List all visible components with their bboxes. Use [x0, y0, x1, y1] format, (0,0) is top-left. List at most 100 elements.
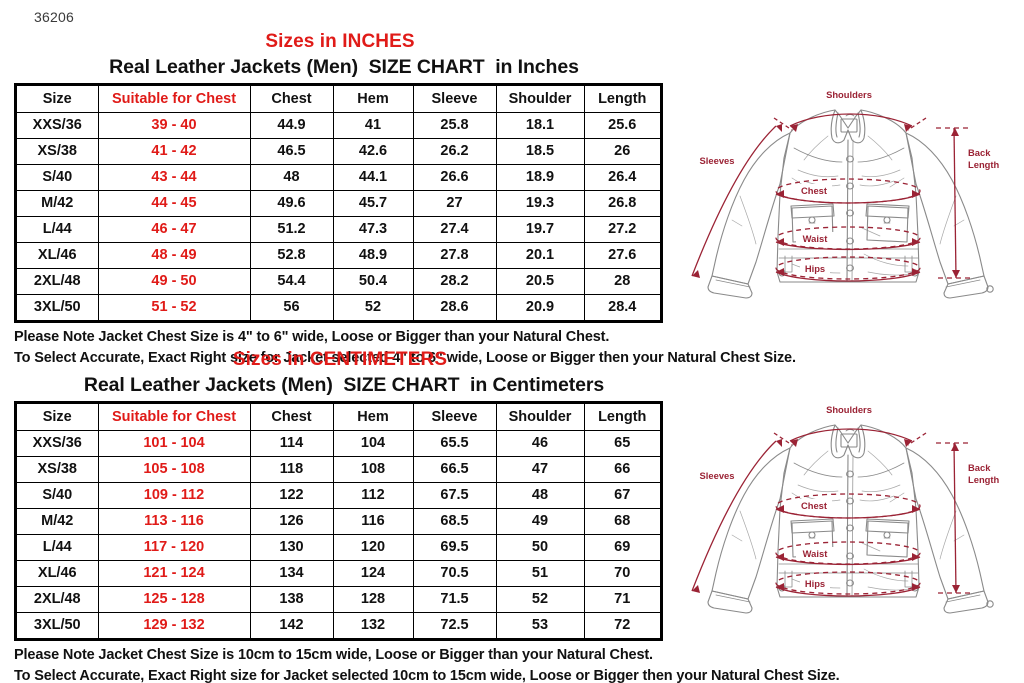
label-chest: Chest — [801, 500, 827, 511]
cell-value: 26 — [583, 138, 660, 165]
section-title-inches-red: Sizes in INCHES — [265, 31, 415, 52]
table-row: 2XL/48 49 - 50 54.4 50.4 28.2 20.5 28 — [17, 268, 660, 295]
cell-value: 20.9 — [495, 294, 585, 320]
cell-size: XXS/36 — [17, 112, 99, 139]
label-shoulders: Shoulders — [826, 89, 872, 100]
cell-value: 28.2 — [412, 268, 497, 295]
cell-value: 56 — [249, 294, 334, 320]
cell-value: 27.4 — [412, 216, 497, 243]
cell-value: 122 — [249, 482, 334, 509]
note-line-1: Please Note Jacket Chest Size is 10cm to… — [14, 647, 653, 663]
cell-value: 109 - 112 — [97, 482, 251, 509]
cell-size: 3XL/50 — [17, 294, 99, 320]
notes-inches: Please Note Jacket Chest Size is 4" to 6… — [14, 327, 1014, 369]
cell-value: 48 — [495, 482, 585, 509]
size-chart-table-inches: Size Suitable for Chest Chest Hem Sleeve… — [17, 86, 660, 320]
jacket-measurement-diagram-centimeters: Shoulders Sleeves Chest Waist Hips Back … — [672, 401, 1024, 616]
measurement-labels: Shoulders Sleeves Chest Waist Hips Back … — [694, 88, 1012, 275]
table-row: XL/46 48 - 49 52.8 48.9 27.8 20.1 27.6 — [17, 242, 660, 269]
cell-size: 2XL/48 — [17, 586, 99, 613]
cell-value: 71.5 — [412, 586, 497, 613]
column-header-suitable-for-chest: Suitable for Chest — [97, 404, 251, 431]
cell-value: 124 — [332, 560, 414, 587]
cell-value: 132 — [332, 612, 414, 638]
cell-value: 52 — [495, 586, 585, 613]
column-header-size: Size — [17, 404, 99, 431]
table-row: L/44 46 - 47 51.2 47.3 27.4 19.7 27.2 — [17, 216, 660, 243]
cell-value: 26.4 — [583, 164, 660, 191]
cell-value: 67 — [583, 482, 660, 509]
cell-value: 48.9 — [332, 242, 414, 269]
cell-value: 128 — [332, 586, 414, 613]
cell-value: 27.8 — [412, 242, 497, 269]
cell-value: 18.5 — [495, 138, 585, 165]
cell-value: 120 — [332, 534, 414, 561]
table-row: XXS/36 101 - 104 114 104 65.5 46 65 — [17, 430, 660, 457]
table-row: 3XL/50 51 - 52 56 52 28.6 20.9 28.4 — [17, 294, 660, 320]
cell-value: 65 — [583, 430, 660, 457]
document-code: 36206 — [34, 9, 74, 25]
column-header-size: Size — [17, 86, 99, 113]
column-header-sleeve: Sleeve — [412, 86, 497, 113]
cell-value: 69.5 — [412, 534, 497, 561]
cell-value: 68.5 — [412, 508, 497, 535]
cell-value: 126 — [249, 508, 334, 535]
cell-value: 121 - 124 — [97, 560, 251, 587]
cell-value: 51 - 52 — [97, 294, 251, 320]
cell-value: 71 — [583, 586, 660, 613]
cell-value: 19.3 — [495, 190, 585, 217]
table-row: 2XL/48 125 - 128 138 128 71.5 52 71 — [17, 586, 660, 613]
cell-size: L/44 — [17, 216, 99, 243]
cell-value: 26.6 — [412, 164, 497, 191]
cell-value: 52.8 — [249, 242, 334, 269]
cell-value: 47.3 — [332, 216, 414, 243]
back-length-measure-line — [953, 442, 957, 594]
cell-value: 18.9 — [495, 164, 585, 191]
cell-size: XS/38 — [17, 456, 99, 483]
cell-value: 67.5 — [412, 482, 497, 509]
cell-value: 134 — [249, 560, 334, 587]
cell-value: 114 — [249, 430, 334, 457]
cell-value: 27.6 — [583, 242, 660, 269]
cell-value: 51 — [495, 560, 585, 587]
cell-value: 25.8 — [412, 112, 497, 139]
cell-value: 26.2 — [412, 138, 497, 165]
label-back-length-line2: Length — [968, 474, 1000, 485]
cell-value: 44.1 — [332, 164, 414, 191]
cell-value: 50 — [495, 534, 585, 561]
label-back-length-line2: Length — [968, 159, 1000, 170]
cell-value: 27.2 — [583, 216, 660, 243]
table-row: XXS/36 39 - 40 44.9 41 25.8 18.1 25.6 — [17, 112, 660, 139]
shoulders-measure-line — [789, 428, 913, 442]
cell-value: 129 - 132 — [97, 612, 251, 638]
section-centimeters: Sizes in CENTIMETERS Real Leather Jacket… — [0, 348, 840, 683]
cell-value: 113 - 116 — [97, 508, 251, 535]
sleeves-measure-line — [691, 440, 777, 592]
cell-value: 47 — [495, 456, 585, 483]
section-title-inches-black: Real Leather Jackets (Men) SIZE CHART in… — [109, 56, 579, 78]
cell-value: 48 — [249, 164, 334, 191]
column-header-suitable-for-chest: Suitable for Chest — [97, 86, 251, 113]
cell-value: 108 — [332, 456, 414, 483]
cell-value: 28 — [583, 268, 660, 295]
cell-size: XS/38 — [17, 138, 99, 165]
size-chart-table-inches-wrapper: Size Suitable for Chest Chest Hem Sleeve… — [14, 83, 663, 323]
label-waist: Waist — [803, 233, 828, 244]
cell-value: 49 - 50 — [97, 268, 251, 295]
cell-size: XXS/36 — [17, 430, 99, 457]
cell-value: 125 - 128 — [97, 586, 251, 613]
cell-value: 20.1 — [495, 242, 585, 269]
cell-value: 28.4 — [583, 294, 660, 320]
label-waist: Waist — [803, 548, 828, 559]
cell-size: S/40 — [17, 482, 99, 509]
section-title-cm-red: Sizes in CENTIMETERS — [232, 349, 448, 370]
size-chart-table-cm-wrapper: Size Suitable for Chest Chest Hem Sleeve… — [14, 401, 663, 641]
cell-size: M/42 — [17, 508, 99, 535]
table-row: M/42 113 - 116 126 116 68.5 49 68 — [17, 508, 660, 535]
cell-value: 46 — [495, 430, 585, 457]
cell-size: L/44 — [17, 534, 99, 561]
size-chart-table-centimeters: Size Suitable for Chest Chest Hem Sleeve… — [17, 404, 660, 638]
cell-value: 101 - 104 — [97, 430, 251, 457]
table-row: M/42 44 - 45 49.6 45.7 27 19.3 26.8 — [17, 190, 660, 217]
jacket-measurement-diagram-inches: Shoulders Sleeves Chest Waist Hips Back … — [672, 86, 1024, 301]
